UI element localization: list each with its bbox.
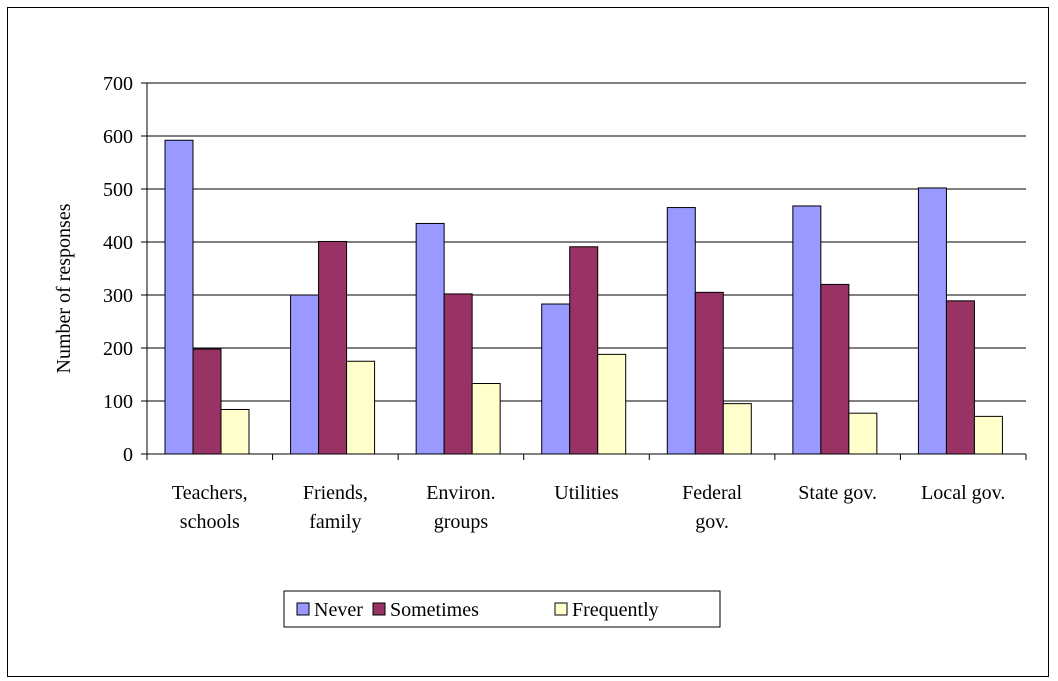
legend-swatch-frequently	[554, 602, 568, 616]
bar-never-4	[666, 207, 696, 455]
bar-never-0	[164, 139, 194, 455]
bar-frequently-3	[597, 353, 627, 455]
bar-frequently-2	[471, 383, 501, 455]
bar-frequently-6	[973, 415, 1003, 455]
bar-sometimes-0	[192, 348, 222, 455]
y-tick-label: 700	[103, 73, 133, 95]
bar-never-3	[541, 303, 571, 455]
y-tick-label: 600	[103, 126, 133, 148]
legend-box	[283, 590, 721, 628]
bar-sometimes-4	[694, 291, 724, 455]
bar-sometimes-6	[945, 300, 975, 455]
category-label: Environ. groups	[426, 482, 495, 533]
bar-never-6	[917, 187, 947, 455]
axes	[141, 82, 1027, 460]
bar-frequently-0	[220, 408, 250, 455]
chart-frame: 0 100 200 300 400 500 600 700 Teachers, schools Fr…	[7, 7, 1049, 677]
bar-never-5	[792, 205, 822, 455]
category-label: Friends, family	[303, 482, 368, 533]
bar-frequently-1	[346, 360, 376, 455]
bar-never-2	[415, 222, 445, 455]
category-label: Utilities	[554, 482, 619, 504]
legend: Never Sometimes Frequently	[283, 590, 721, 628]
bar-sometimes-3	[569, 246, 599, 455]
legend-label-never: Never	[314, 599, 363, 621]
y-tick-label: 300	[103, 285, 133, 307]
category-label: Local gov.	[921, 482, 1005, 504]
bar-chart: 0 100 200 300 400 500 600 700 Teachers, schools Fr…	[53, 73, 1027, 628]
category-label: State gov.	[798, 482, 877, 504]
bar-frequently-4	[722, 403, 752, 455]
category-label: Federal gov.	[682, 482, 742, 533]
legend-label-frequently: Frequently	[572, 599, 659, 621]
bar-sometimes-1	[318, 240, 348, 455]
legend-swatch-sometimes	[372, 602, 386, 616]
bar-frequently-5	[848, 412, 878, 455]
y-tick-label: 100	[103, 391, 133, 413]
legend-label-sometimes: Sometimes	[390, 599, 479, 621]
bars	[164, 139, 1003, 455]
category-label: Teachers, schools	[172, 482, 248, 533]
y-tick-label: 500	[103, 179, 133, 201]
labels: 0 100 200 300 400 500 600 700 Teachers, schools Fr…	[53, 73, 1005, 533]
y-tick-label: 400	[103, 232, 133, 254]
y-tick-label: 200	[103, 338, 133, 360]
legend-swatch-never	[296, 602, 310, 616]
bar-never-1	[290, 294, 320, 455]
bar-sometimes-5	[820, 283, 850, 455]
y-tick-label: 0	[123, 444, 133, 466]
y-axis-title: Number of responses	[53, 203, 75, 373]
bar-sometimes-2	[443, 293, 473, 455]
